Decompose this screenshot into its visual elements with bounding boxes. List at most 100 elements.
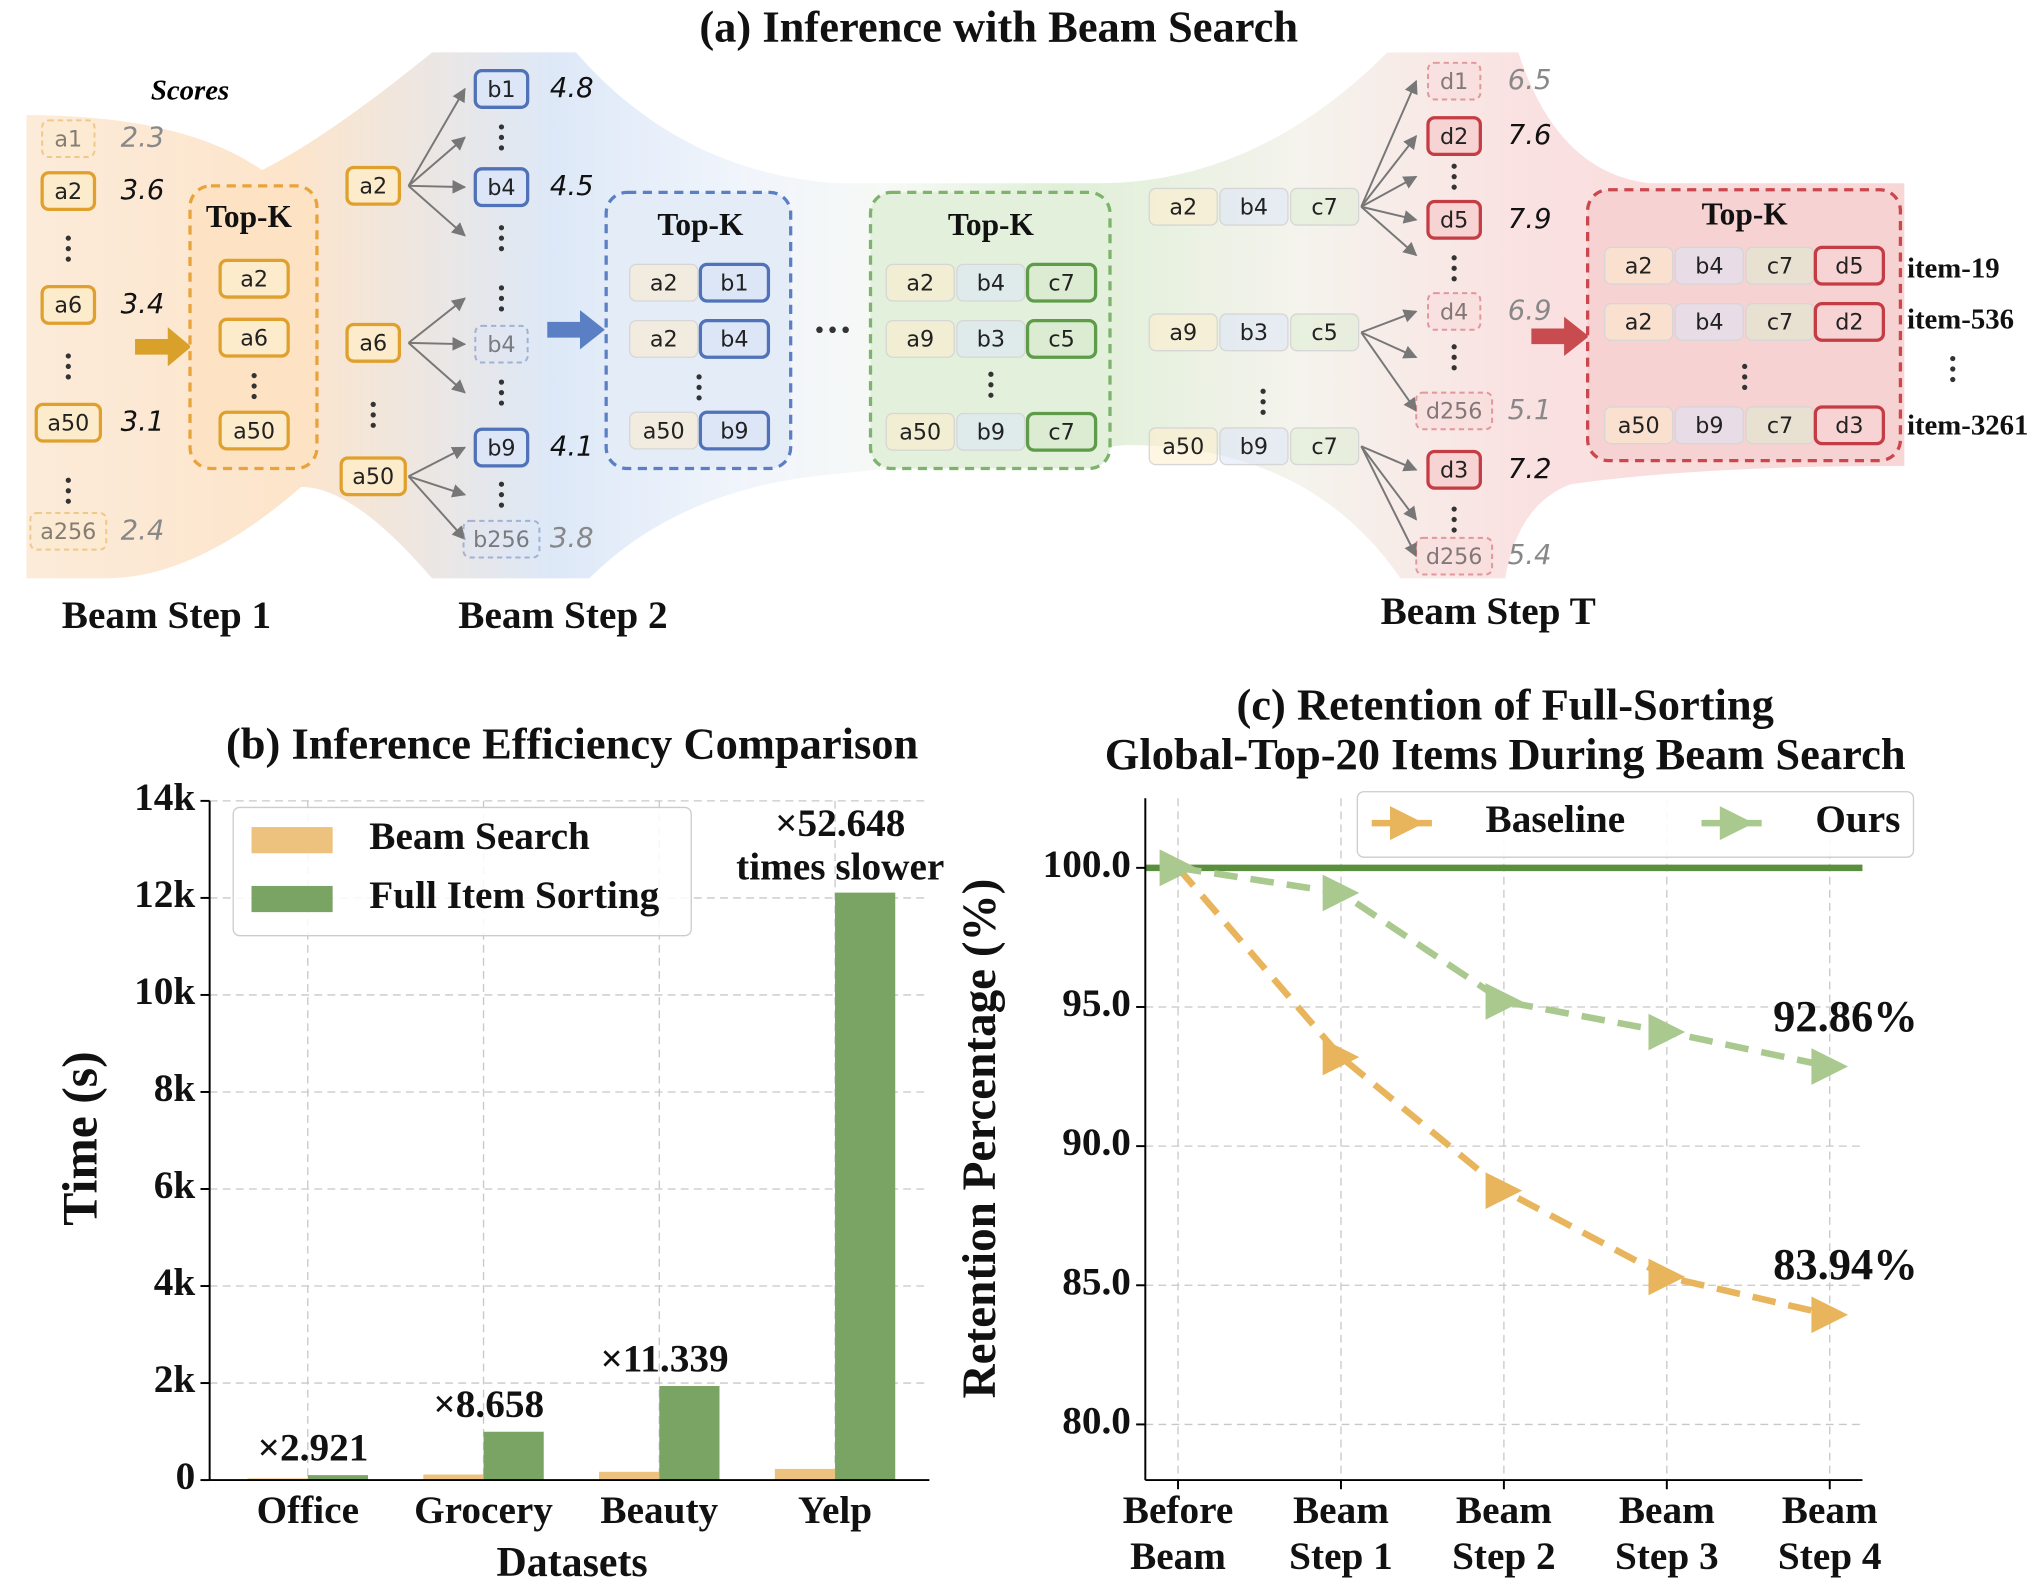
token-box: [1219, 187, 1289, 226]
step-label: Beam Step 1: [62, 594, 271, 637]
ellipsis-dot: [1950, 376, 1956, 383]
x-tick-label: Before: [1123, 1489, 1233, 1532]
score-label: 2.3: [121, 122, 165, 154]
token-label: a9: [1169, 320, 1197, 346]
token-label: d256: [1426, 544, 1483, 570]
legend-label: Ours: [1815, 798, 1900, 841]
ellipsis-dot: [1451, 276, 1457, 282]
token-label: a50: [233, 418, 275, 444]
token-label: d2: [1440, 124, 1468, 150]
token-box: [1289, 187, 1360, 226]
score-label: 5.1: [1508, 394, 1552, 426]
ellipsis-dot: [498, 246, 505, 252]
ellipsis-dot: [498, 481, 505, 487]
x-axis-label: Datasets: [497, 1540, 648, 1586]
topk-label: Top-K: [948, 207, 1035, 242]
ellipsis-dot: [829, 326, 836, 334]
edge-arrow: [1360, 175, 1418, 208]
ratio-annotation: ×11.339: [600, 1337, 728, 1380]
y-tick-label: 85.0: [1062, 1260, 1131, 1303]
x-tick-label: Beam: [1130, 1535, 1226, 1578]
x-tick-label: Grocery: [414, 1489, 553, 1532]
edge-arrow: [407, 185, 466, 237]
token-label: d3: [1835, 413, 1863, 439]
x-tick-label: Office: [257, 1489, 359, 1532]
token-label: b4: [1695, 253, 1723, 279]
ellipsis-dot: [1451, 265, 1457, 271]
token-label: d3: [1440, 458, 1468, 484]
token-label: b4: [977, 270, 1005, 296]
token-box: [956, 263, 1026, 302]
ellipsis-dot: [498, 492, 505, 498]
ellipsis-dot: [1451, 174, 1457, 180]
ellipsis-dot: [1451, 527, 1457, 533]
token-label: b9: [1240, 434, 1268, 460]
token-box: [218, 258, 290, 299]
token-box: [956, 412, 1026, 451]
point-marker: [1322, 1038, 1360, 1076]
topk-label: Top-K: [657, 207, 744, 242]
ellipsis-dot: [65, 353, 71, 359]
ellipsis-dot: [65, 488, 71, 494]
ellipsis-dot: [498, 134, 505, 141]
point-marker: [1648, 1013, 1686, 1051]
ellipsis-dot: [1950, 366, 1956, 372]
token-box: [40, 171, 97, 212]
ellipsis-dot: [1451, 506, 1457, 512]
edge-arrow: [1360, 206, 1418, 257]
token-label: b9: [720, 418, 748, 444]
token-label: b3: [1240, 320, 1268, 346]
edge-arrow: [1360, 331, 1418, 359]
ellipsis-dot: [842, 326, 849, 334]
token-label: a256: [40, 519, 96, 545]
token-box: [41, 119, 96, 159]
token-box: [1415, 391, 1494, 431]
legend-label: Beam Search: [369, 815, 590, 858]
x-tick-label: Step 1: [1289, 1535, 1393, 1578]
token-box: [218, 410, 290, 451]
legend-marker: [1719, 806, 1754, 841]
token-box: [473, 167, 530, 208]
edge-arrow: [407, 297, 466, 344]
ellipsis-dot: [498, 502, 505, 508]
bar: [307, 1475, 368, 1481]
chart-title: (b) Inference Efficiency Comparison: [226, 719, 919, 769]
y-tick-label: 100.0: [1043, 843, 1131, 886]
token-label: a50: [1162, 434, 1204, 460]
ellipsis-dot: [498, 400, 505, 406]
token-label: c7: [1311, 434, 1337, 460]
token-label: a2: [906, 270, 934, 296]
token-label: a50: [899, 420, 941, 446]
token-label: a50: [352, 464, 394, 490]
token-box: [1025, 318, 1098, 359]
ellipsis-dot: [1742, 363, 1748, 370]
token-label: d5: [1835, 253, 1863, 279]
legend-box: [232, 806, 692, 937]
bar: [659, 1386, 720, 1481]
token-box: [1604, 246, 1674, 285]
ellipsis-dot: [988, 382, 994, 388]
token-box: [40, 284, 97, 325]
edge-arrow: [408, 179, 467, 194]
ellipsis-dot: [251, 383, 257, 389]
legend-swatch: [251, 885, 333, 913]
token-box: [1604, 406, 1674, 445]
chart-title: (c) Retention of Full-Sorting: [1236, 679, 1773, 729]
y-tick-label: 0: [176, 1455, 196, 1498]
value-label: 83.94%: [1773, 1239, 1918, 1289]
ellipsis-dot: [498, 285, 505, 291]
token-label: a2: [650, 327, 678, 353]
token-label: a2: [240, 267, 268, 293]
point-marker: [1485, 983, 1523, 1020]
score-label: 7.2: [1508, 453, 1552, 485]
token-box: [1025, 411, 1098, 452]
token-box: [956, 319, 1026, 358]
token-label: a6: [54, 293, 82, 319]
y-tick-label: 95.0: [1062, 982, 1131, 1025]
point-marker: [1322, 874, 1360, 912]
token-label: c7: [1767, 413, 1793, 439]
score-label: 5.4: [1508, 539, 1552, 571]
score-label: 4.8: [550, 72, 594, 104]
edge-arrow: [407, 136, 466, 187]
